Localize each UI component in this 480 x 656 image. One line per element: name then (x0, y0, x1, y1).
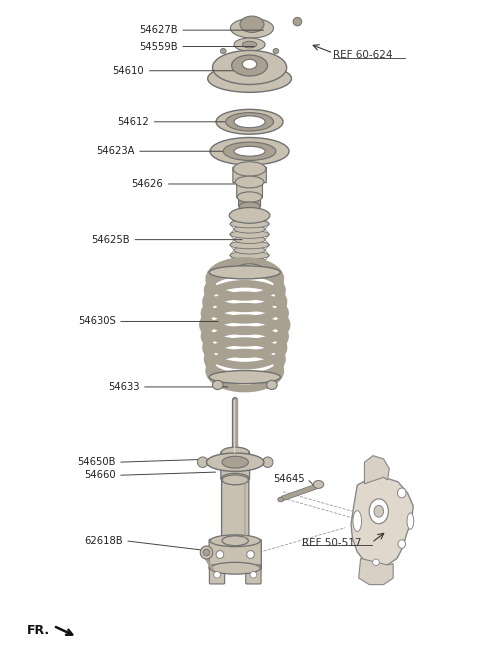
Ellipse shape (221, 447, 249, 458)
Ellipse shape (209, 266, 280, 279)
Ellipse shape (230, 220, 269, 228)
Ellipse shape (250, 571, 257, 578)
Ellipse shape (234, 215, 265, 222)
Ellipse shape (203, 549, 210, 556)
Text: FR.: FR. (27, 624, 50, 637)
Ellipse shape (234, 246, 265, 254)
Ellipse shape (369, 499, 388, 523)
Ellipse shape (407, 513, 414, 529)
Ellipse shape (232, 55, 267, 76)
Ellipse shape (230, 241, 269, 249)
Ellipse shape (353, 510, 361, 531)
Text: 54625B: 54625B (91, 235, 130, 245)
Ellipse shape (226, 113, 274, 131)
Ellipse shape (240, 16, 264, 32)
Ellipse shape (397, 488, 406, 498)
Text: 54559B: 54559B (139, 41, 178, 52)
Ellipse shape (214, 571, 220, 578)
Ellipse shape (216, 550, 224, 558)
Text: 54610: 54610 (113, 66, 144, 75)
Ellipse shape (374, 505, 384, 517)
Ellipse shape (208, 65, 291, 92)
Ellipse shape (213, 380, 223, 390)
Polygon shape (364, 456, 389, 483)
Ellipse shape (278, 497, 284, 502)
Ellipse shape (209, 371, 280, 384)
FancyBboxPatch shape (233, 167, 266, 182)
Ellipse shape (234, 225, 265, 233)
Ellipse shape (210, 138, 289, 165)
Text: 54630S: 54630S (78, 316, 116, 327)
Ellipse shape (210, 562, 260, 574)
Polygon shape (359, 558, 393, 584)
Ellipse shape (293, 18, 302, 26)
Ellipse shape (398, 540, 406, 548)
Ellipse shape (234, 38, 265, 51)
Polygon shape (351, 478, 413, 567)
Text: 54650B: 54650B (77, 457, 116, 467)
Ellipse shape (223, 142, 276, 161)
Ellipse shape (230, 18, 274, 38)
Text: 54623A: 54623A (96, 146, 135, 156)
Ellipse shape (229, 207, 270, 223)
Ellipse shape (200, 546, 213, 559)
Ellipse shape (242, 41, 257, 48)
Ellipse shape (247, 550, 254, 558)
Ellipse shape (210, 535, 260, 546)
Ellipse shape (206, 453, 264, 472)
Ellipse shape (222, 457, 248, 468)
FancyBboxPatch shape (246, 565, 261, 584)
Text: 54612: 54612 (117, 117, 149, 127)
Text: REF 60-624: REF 60-624 (333, 50, 393, 60)
Ellipse shape (234, 146, 265, 156)
Ellipse shape (239, 202, 260, 211)
Ellipse shape (213, 51, 287, 85)
Ellipse shape (234, 236, 265, 243)
Ellipse shape (237, 264, 263, 274)
FancyBboxPatch shape (209, 565, 225, 584)
Ellipse shape (230, 262, 269, 270)
Ellipse shape (221, 474, 249, 483)
Ellipse shape (233, 162, 266, 176)
Ellipse shape (234, 256, 265, 264)
Ellipse shape (266, 380, 277, 390)
Ellipse shape (313, 481, 324, 488)
Text: REF 50-517: REF 50-517 (302, 538, 362, 548)
Text: 54660: 54660 (84, 470, 116, 480)
Ellipse shape (222, 475, 248, 485)
Ellipse shape (273, 49, 279, 54)
FancyBboxPatch shape (222, 480, 249, 541)
Ellipse shape (263, 457, 273, 468)
Ellipse shape (216, 110, 283, 134)
FancyBboxPatch shape (209, 539, 261, 569)
FancyBboxPatch shape (221, 452, 250, 480)
Ellipse shape (197, 457, 208, 468)
FancyBboxPatch shape (237, 184, 263, 197)
Ellipse shape (372, 559, 379, 565)
Text: 54627B: 54627B (139, 25, 178, 35)
FancyBboxPatch shape (239, 195, 261, 207)
Text: 54626: 54626 (132, 179, 163, 189)
Ellipse shape (237, 192, 262, 202)
Ellipse shape (220, 49, 226, 54)
Text: 54633: 54633 (108, 382, 140, 392)
Ellipse shape (242, 59, 257, 69)
Text: 54645: 54645 (273, 474, 305, 483)
Ellipse shape (235, 176, 264, 188)
Ellipse shape (230, 230, 269, 238)
Ellipse shape (230, 251, 269, 259)
Ellipse shape (234, 116, 265, 128)
Ellipse shape (222, 536, 248, 546)
Text: 62618B: 62618B (84, 536, 123, 546)
